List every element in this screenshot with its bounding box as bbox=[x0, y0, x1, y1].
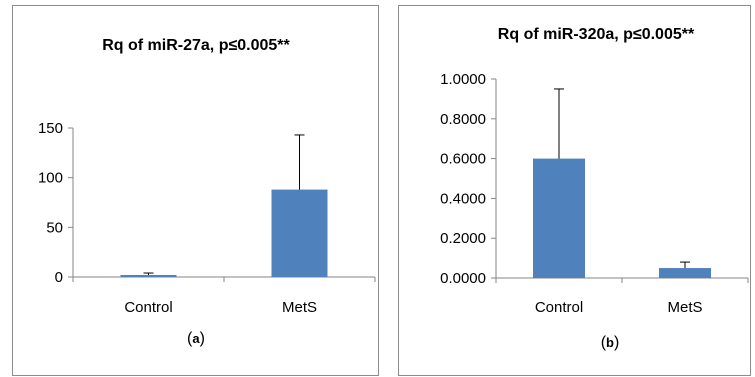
bar-control bbox=[120, 275, 177, 277]
category-label-mets: MetS bbox=[282, 299, 317, 316]
y-tick-label: 150 bbox=[38, 120, 63, 137]
bar-control bbox=[533, 158, 585, 278]
y-tick-label: 100 bbox=[38, 170, 63, 187]
category-label-control: Control bbox=[535, 299, 583, 316]
chart-b-panel-label: (b) bbox=[601, 334, 620, 351]
chart-b-label-letter: b bbox=[606, 335, 614, 350]
chart-b-title: Rq of miR-320a, p≤0.005** bbox=[498, 26, 695, 43]
category-label-mets: MetS bbox=[667, 299, 702, 316]
chart-panel-b: Rq of miR-320a, p≤0.005** 0.0000 0.2000 0.… bbox=[398, 5, 751, 376]
chart-a-label-letter: a bbox=[192, 331, 200, 346]
y-tick-label: 0.8000 bbox=[440, 111, 486, 128]
y-tick-label: 0.4000 bbox=[440, 190, 486, 207]
chart-a-svg: Rq of miR-27a, p≤0.005** 0 50 100 150 Contro… bbox=[38, 37, 376, 347]
y-tick-label: 0.0000 bbox=[440, 270, 486, 287]
y-tick-label: 1.0000 bbox=[440, 71, 486, 88]
category-label-control: Control bbox=[124, 299, 172, 316]
chart-b-svg: Rq of miR-320a, p≤0.005** 0.0000 0.2000 0.… bbox=[440, 26, 749, 351]
chart-a-title: Rq of miR-27a, p≤0.005** bbox=[102, 37, 290, 54]
y-tick-label: 0.2000 bbox=[440, 230, 486, 247]
y-tick-label: 0 bbox=[55, 269, 63, 286]
bar-mets bbox=[271, 189, 328, 277]
y-tick-label: 50 bbox=[46, 219, 63, 236]
bar-mets bbox=[659, 268, 711, 278]
y-tick-label: 0.6000 bbox=[440, 151, 486, 168]
chart-a-panel-label: (a) bbox=[187, 330, 205, 347]
chart-panel-a: Rq of miR-27a, p≤0.005** 0 50 100 150 Contro… bbox=[12, 5, 379, 376]
